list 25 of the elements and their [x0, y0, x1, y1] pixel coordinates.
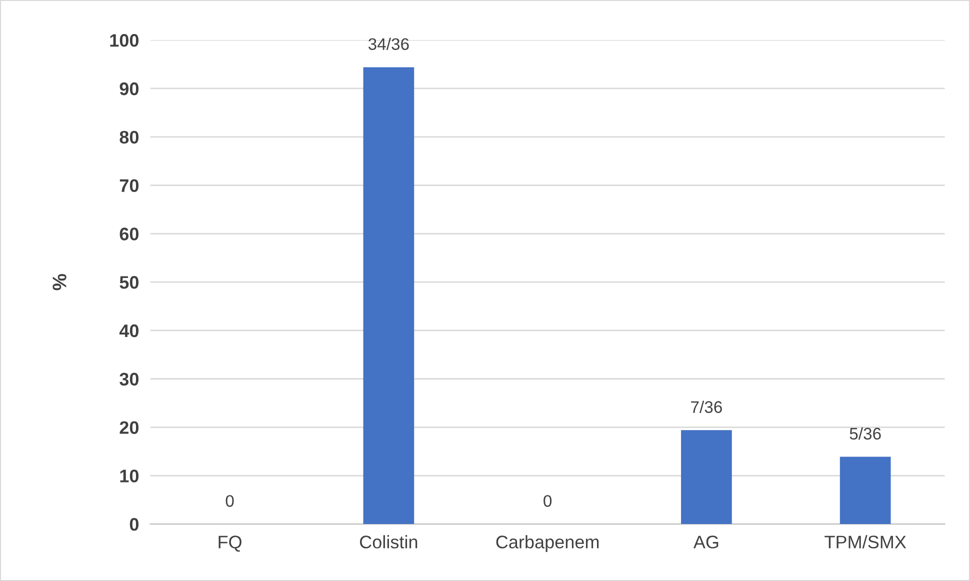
data-label: 5/36 [850, 427, 881, 440]
bar [840, 456, 891, 524]
y-tick-label: 10 [120, 470, 138, 482]
x-tick-label: Carbapenem [496, 535, 599, 552]
data-label: 7/36 [691, 400, 722, 413]
y-tick-label: 30 [120, 372, 138, 386]
y-tick-label: 20 [120, 421, 138, 434]
data-label: 0 [544, 495, 552, 507]
data-label: 0 [226, 495, 234, 507]
bar [363, 67, 414, 524]
y-tick-label: 40 [119, 324, 138, 338]
y-tick-label: 100 [110, 34, 138, 47]
y-tick-label: 80 [120, 130, 138, 144]
x-tick-label: FQ [218, 536, 242, 552]
data-label: 34/36 [368, 38, 409, 50]
y-tick-label: 50 [120, 276, 138, 289]
y-tick-label: 90 [120, 82, 138, 96]
y-tick-label: 0 [130, 518, 138, 531]
y-tick-label: 70 [120, 179, 138, 192]
x-tick-label: AG [693, 536, 718, 548]
x-tick-label: TPM/SMX [824, 535, 906, 548]
x-tick-label: Colistin [360, 535, 418, 548]
y-tick-label: 60 [120, 228, 138, 240]
y-axis-title: % [52, 274, 66, 290]
bar [681, 430, 732, 524]
